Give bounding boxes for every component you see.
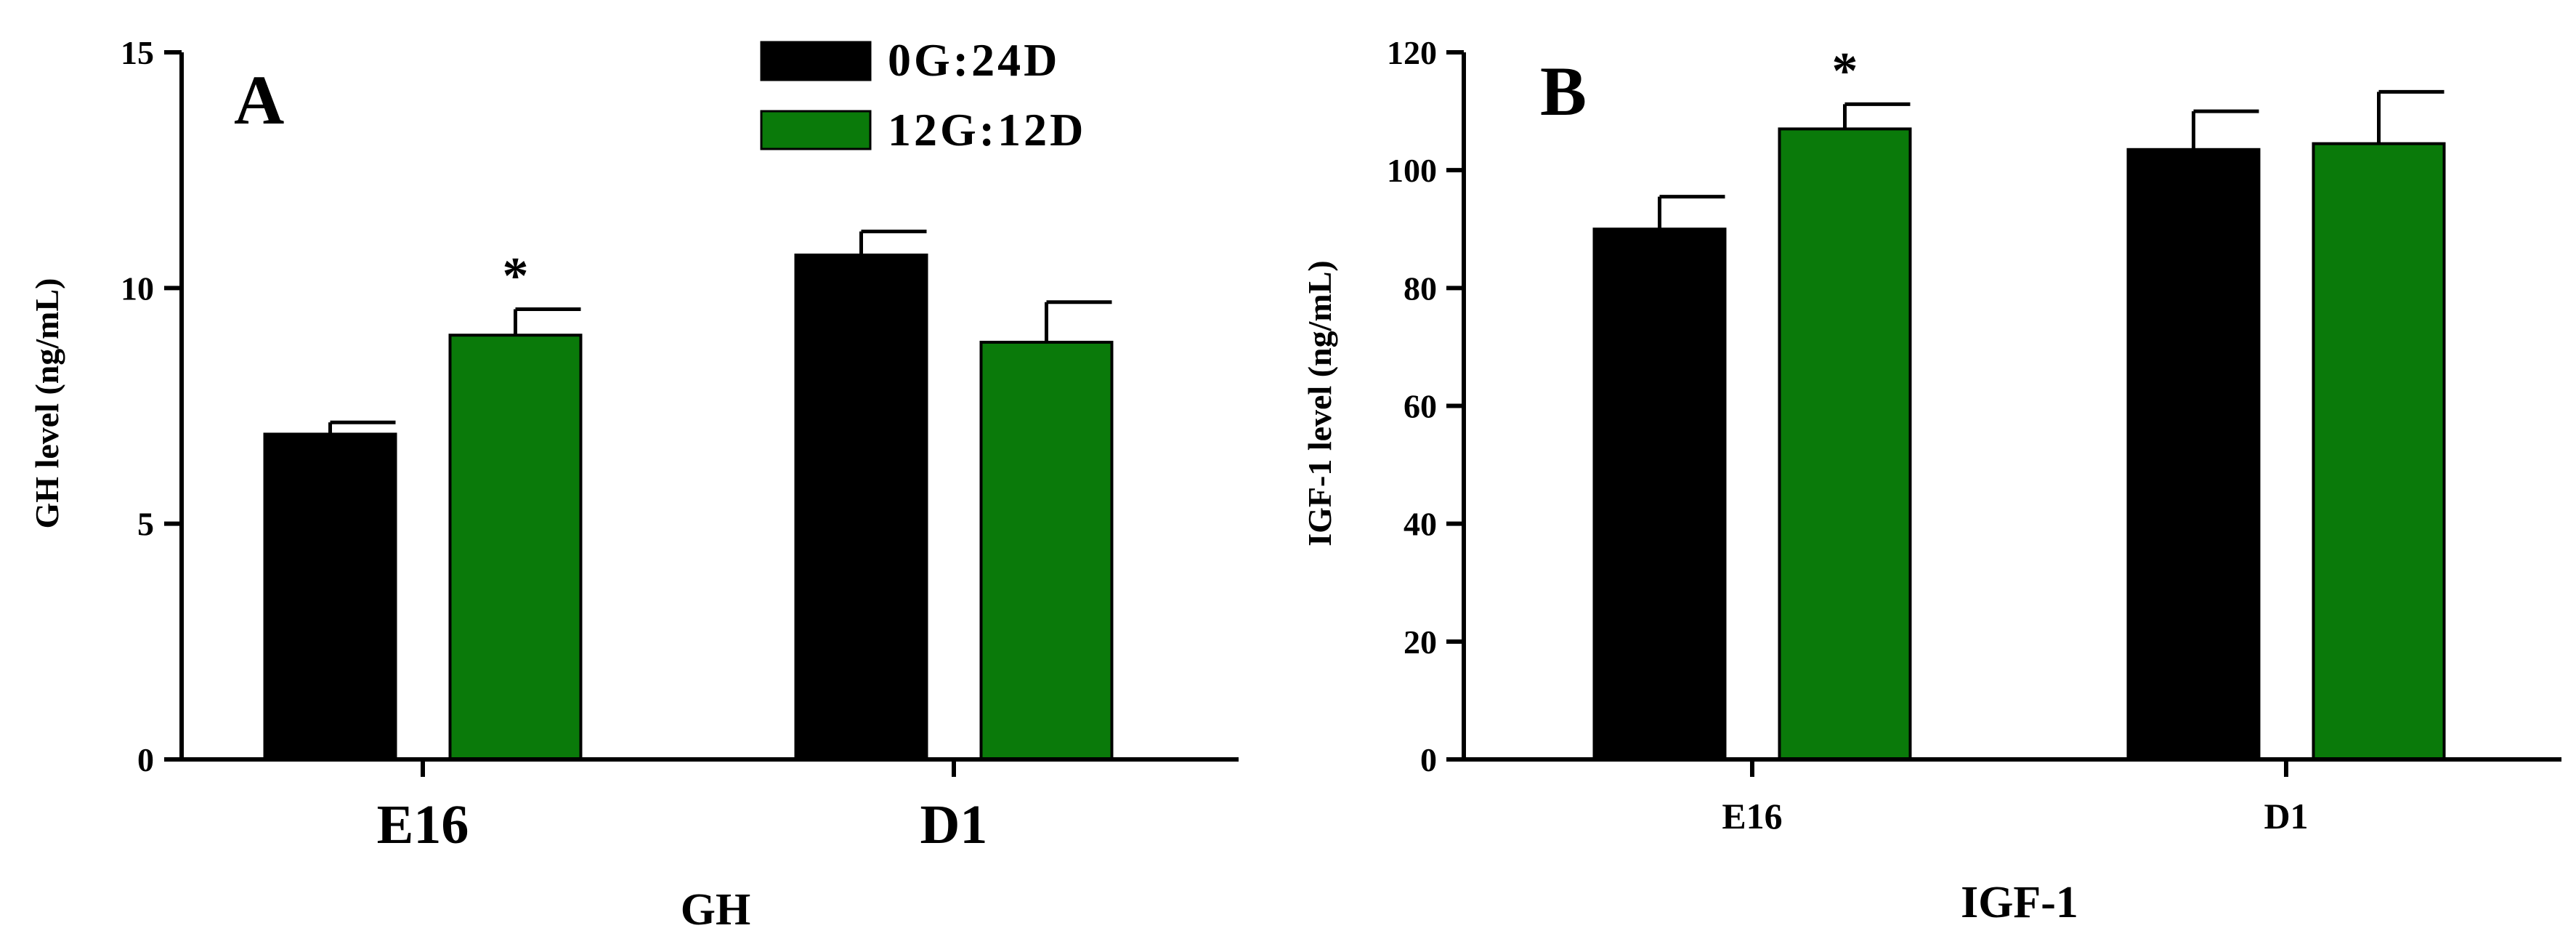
panel-b-bar-12g-12d-d1 [2312,142,2446,762]
panel-a-category-label-d1: D1 [920,794,988,855]
panel-a-y-tick-label-5: 5 [137,506,154,543]
panel-b-annotations: * [1832,41,1858,100]
panel-b-y-ticks: 0 20 40 60 80 100 120 [1387,34,1464,778]
panel-b-category-label-e16: E16 [1722,796,1782,836]
panel-b-x-ticks: E16 D1 [1722,759,2309,836]
panel-b-y-tick-label-100: 100 [1387,152,1437,189]
panel-a-significance-marker-e16: * [503,247,529,305]
panel-a-y-tick-label-15: 15 [121,34,154,71]
panel-b-significance-marker-e16: * [1832,41,1858,100]
panel-b-y-tick-label-80: 80 [1404,270,1437,307]
panel-a-x-ticks: E16 D1 [377,759,988,855]
panel-b-y-axis-label: IGF-1 level (ng/mL) [1301,260,1338,546]
panel-a-y-ticks: 0 5 10 15 [121,34,182,778]
panel-b-y-tick-label-120: 120 [1387,34,1437,71]
panel-b-y-tick-label-0: 0 [1420,741,1437,778]
panel-b-letter: B [1540,52,1587,130]
legend-label-0g-24d: 0G:24D [888,34,1060,86]
panel-a-letter: A [234,61,284,139]
panel-b-y-tick-label-40: 40 [1404,506,1437,543]
panel-b-bar-12g-12d-e16 [1778,127,1912,762]
panel-b-y-tick-label-60: 60 [1404,388,1437,425]
panel-a-annotations: * [503,247,529,305]
panel-b-error-bars [1658,89,2445,230]
panel-b-bar-0g-24d-d1 [2126,148,2261,762]
panel-a-bars [263,253,1114,761]
panel-a-bar-12g-12d-e16 [448,334,583,761]
panel-a-axes: 0 5 10 15 E16 D1 [121,34,1239,855]
panel-a: A * 0 5 10 15 E16 D1 GH level (ng/mL) GH 0G:… [28,34,1239,935]
panel-b-bars [1592,127,2446,762]
panel-b-axes: 0 20 40 60 80 100 120 E16 D1 [1387,34,2561,836]
legend-label-12g-12d: 12G:12D [888,104,1086,156]
panel-a-y-axis-label: GH level (ng/mL) [28,278,65,529]
legend-swatch-12g-12d [760,110,872,150]
legend-swatch-0g-24d [760,41,872,81]
panel-b-bar-0g-24d-e16 [1592,227,1727,761]
legend: 0G:24D 12G:12D [760,34,1086,156]
panel-a-x-axis-label: GH [681,885,750,935]
panel-a-error-bars [328,229,1112,435]
panel-b: B * 0 20 40 60 80 100 120 E16 D1 IGF-1 level (n… [1301,34,2561,927]
panel-a-bar-0g-24d-d1 [794,253,928,761]
panel-a-category-label-e16: E16 [377,794,469,855]
panel-a-bar-12g-12d-d1 [979,340,1114,761]
panel-b-category-label-d1: D1 [2264,796,2308,836]
panel-a-bar-0g-24d-e16 [263,432,397,761]
panel-a-y-tick-label-10: 10 [121,270,154,307]
panel-b-y-tick-label-20: 20 [1404,624,1437,661]
panel-b-x-axis-label: IGF-1 [1961,878,2078,927]
panel-a-y-tick-label-0: 0 [137,741,154,778]
